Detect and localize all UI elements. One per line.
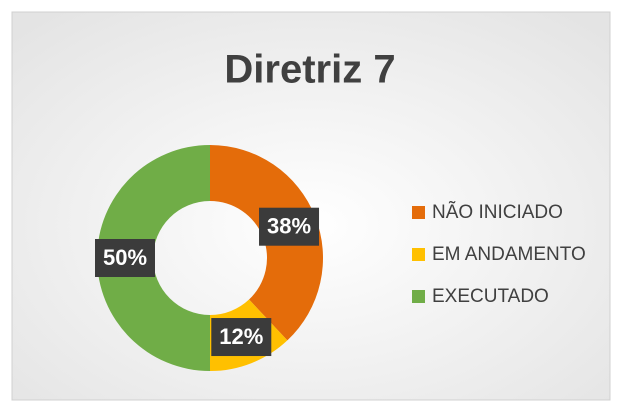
data-label-box — [95, 239, 155, 277]
legend-swatch — [412, 206, 425, 219]
data-label-box — [259, 207, 320, 246]
data-label: 12% — [219, 324, 263, 349]
legend-label: NÃO INICIADO — [432, 201, 563, 223]
data-label: 38% — [267, 214, 311, 239]
data-label: 50% — [103, 245, 147, 270]
legend-swatch — [412, 248, 425, 261]
legend-swatch — [412, 290, 425, 303]
data-label-box — [211, 318, 272, 357]
legend-label: EM ANDAMENTO — [432, 244, 586, 265]
chart-title: Diretriz 7 — [224, 48, 395, 92]
donut-slice — [97, 145, 210, 371]
legend-label: EXECUTADO — [432, 286, 549, 307]
